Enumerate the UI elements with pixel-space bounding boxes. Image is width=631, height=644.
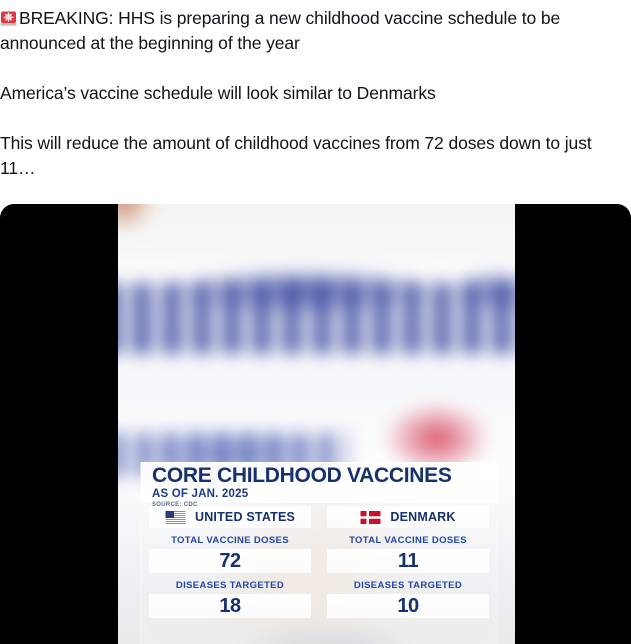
us-flag-icon (165, 510, 186, 524)
infographic-subtitle: AS OF JAN. 2025 (152, 488, 249, 500)
blurred-headline-text (118, 283, 515, 354)
metric-box-us-doses: 72 (149, 549, 311, 573)
metric-label-us-diseases: DISEASES TARGETED (175, 580, 285, 591)
metric-box-dk-diseases: 10 (327, 594, 489, 618)
infographic-columns: UNITED STATES TOTAL VACCINE DOSES 72 DIS… (141, 506, 497, 624)
paragraph-spacer-1 (0, 56, 629, 81)
metric-value-dk-doses: 11 (397, 550, 419, 572)
post-paragraph-2: America’s vaccine schedule will look sim… (0, 83, 436, 103)
country-column-united-states: UNITED STATES TOTAL VACCINE DOSES 72 DIS… (141, 506, 319, 624)
post-paragraph-1: BREAKING: HHS is preparing a new childho… (0, 6, 629, 56)
metric-value-us-diseases: 18 (219, 595, 241, 617)
country-name-denmark: DENMARK (390, 510, 456, 524)
post-paragraph-1-text: BREAKING: HHS is preparing a new childho… (0, 8, 561, 53)
metric-value-us-doses: 72 (219, 550, 241, 572)
infographic-title: CORE CHILDHOOD VACCINES (152, 464, 452, 487)
country-header-denmark: DENMARK (327, 506, 489, 528)
metric-box-us-diseases: 18 (149, 594, 311, 618)
metric-label-us-doses: TOTAL VACCINE DOSES (171, 535, 289, 546)
paragraph-spacer-2 (0, 106, 629, 131)
video-player[interactable]: CORE CHILDHOOD VACCINES AS OF JAN. 2025 … (118, 204, 515, 644)
metric-label-dk-doses: TOTAL VACCINE DOSES (349, 535, 467, 546)
metric-label-dk-diseases: DISEASES TARGETED (353, 580, 463, 591)
post-body: BREAKING: HHS is preparing a new childho… (0, 0, 631, 181)
metric-box-dk-doses: 11 (327, 549, 489, 573)
infographic-source: SOURCE: CDC (152, 502, 198, 508)
post-paragraph-3: This will reduce the amount of childhood… (0, 133, 592, 178)
infographic-overlay: CORE CHILDHOOD VACCINES AS OF JAN. 2025 … (140, 462, 498, 644)
denmark-flag-icon (360, 510, 381, 524)
country-column-denmark: DENMARK TOTAL VACCINE DOSES 11 DISEASES … (319, 506, 497, 624)
country-header-united-states: UNITED STATES (149, 506, 311, 528)
country-name-united-states: UNITED STATES (194, 510, 296, 524)
police-car-light-icon (0, 10, 17, 27)
post-media-card[interactable]: CORE CHILDHOOD VACCINES AS OF JAN. 2025 … (0, 204, 631, 644)
metric-value-dk-diseases: 10 (397, 595, 419, 617)
infographic-header: CORE CHILDHOOD VACCINES AS OF JAN. 2025 … (141, 462, 497, 508)
